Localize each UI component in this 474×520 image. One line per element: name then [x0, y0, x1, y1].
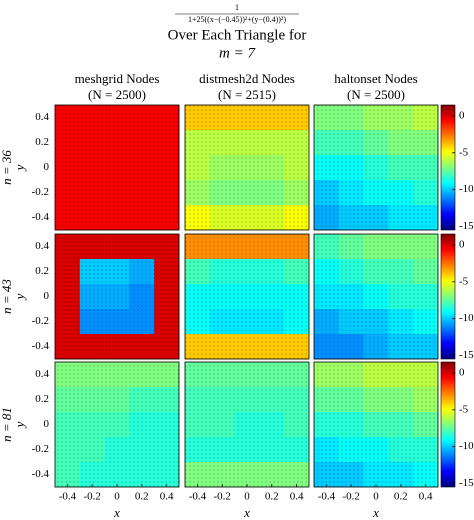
colorbar-tick-label: -15 [459, 220, 474, 232]
x-tick-label: 0.4 [419, 491, 433, 503]
texture [185, 105, 309, 230]
title-denominator: 1+25((x−(−0.45))²+(y−(0.4))²) [188, 15, 286, 24]
panel-frame [54, 233, 180, 360]
x-tick-label: 0.2 [135, 491, 149, 503]
title-numerator: 1 [235, 3, 239, 12]
y-tick-label: 0.2 [35, 265, 49, 277]
x-tick-label: -0.4 [318, 491, 336, 503]
x-axis-label: x [113, 505, 120, 520]
colorbar-tick-label: -5 [459, 403, 469, 415]
x-tick-label: -0.2 [83, 491, 100, 503]
panel-frame [184, 233, 310, 360]
column-title: meshgrid Nodes [75, 71, 160, 86]
colorbar-tick-label: 0 [459, 239, 465, 251]
texture [314, 105, 438, 230]
y-axis-label: y [12, 164, 27, 172]
colorbar-tick-label: 0 [459, 110, 465, 122]
colorbar-tick-label: -10 [459, 183, 474, 195]
x-tick-label: 0.4 [160, 491, 174, 503]
colorbar-tick-label: 0 [459, 367, 465, 379]
y-tick-label: -0.4 [32, 468, 50, 480]
y-tick-label: 0 [44, 418, 50, 430]
colorbar-tick-label: -15 [459, 477, 474, 489]
row-label: n = 81 [0, 407, 14, 442]
colorbar-tick-label: -5 [459, 275, 469, 287]
y-tick-label: 0.4 [35, 368, 49, 380]
y-tick-label: -0.4 [32, 340, 50, 352]
y-tick-label: -0.2 [32, 315, 49, 327]
texture [185, 362, 309, 487]
colorbar [440, 233, 456, 360]
colorbar [440, 104, 456, 231]
y-tick-label: 0 [44, 290, 50, 302]
texture [55, 105, 179, 230]
x-tick-label: -0.2 [213, 491, 230, 503]
y-tick-label: 0.2 [35, 393, 49, 405]
column-subtitle: (N = 2500) [88, 87, 146, 102]
colorbar [440, 361, 456, 488]
colorbar-tick-label: -10 [459, 312, 474, 324]
x-tick-label: 0.2 [394, 491, 408, 503]
x-tick-label: -0.4 [189, 491, 207, 503]
texture [314, 362, 438, 487]
x-axis-label: x [243, 505, 250, 520]
title-param: m = 7 [219, 45, 256, 61]
texture [55, 234, 179, 359]
y-tick-label: 0.4 [35, 111, 49, 123]
y-axis-label: y [12, 421, 27, 429]
y-tick-label: -0.2 [32, 186, 49, 198]
column-title: distmesh2d Nodes [199, 71, 295, 86]
x-axis-label: x [372, 505, 379, 520]
colorbar-tick-label: -15 [459, 349, 474, 361]
y-tick-label: -0.4 [32, 211, 50, 223]
y-axis-label: y [12, 293, 27, 301]
colorbar-tick-label: -10 [459, 440, 474, 452]
y-tick-label: -0.2 [32, 443, 49, 455]
x-tick-label: 0 [114, 491, 120, 503]
x-tick-label: 0 [373, 491, 379, 503]
y-tick-label: 0 [44, 161, 50, 173]
column-subtitle: (N = 2515) [218, 87, 276, 102]
x-tick-label: -0.4 [59, 491, 77, 503]
panel-frame [184, 104, 310, 231]
colorbar-tick-label: -5 [459, 146, 469, 158]
x-tick-label: -0.2 [342, 491, 359, 503]
texture [185, 234, 309, 359]
x-tick-label: 0.4 [290, 491, 304, 503]
x-tick-label: 0 [244, 491, 250, 503]
texture [55, 362, 179, 487]
y-tick-label: 0.4 [35, 240, 49, 252]
panel-frame [54, 104, 180, 231]
x-tick-label: 0.2 [265, 491, 279, 503]
panel-frame [313, 104, 439, 231]
row-label: n = 36 [0, 150, 14, 185]
row-label: n = 43 [0, 279, 14, 314]
texture [314, 234, 438, 359]
panel-frame [313, 233, 439, 360]
title: Over Each Triangle for [168, 27, 307, 43]
column-subtitle: (N = 2500) [347, 87, 405, 102]
y-tick-label: 0.2 [35, 136, 49, 148]
column-title: haltonset Nodes [334, 71, 417, 86]
